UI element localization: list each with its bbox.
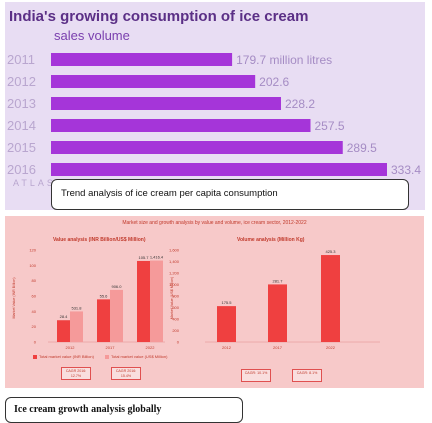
cagr-volume-box-2: CAGR: 8.1% [292,369,322,382]
volume-bar-2012 [217,306,236,342]
bar-2013 [51,97,281,110]
bar-2012 [51,75,256,88]
value-xtick-2017: 2017 [106,345,116,350]
bar-2015 [51,141,343,154]
volume-xtick-2017: 2017 [273,345,283,350]
atlas-watermark: ATLAS [13,178,56,188]
cagr-volume-box-1: CAGR: 10.1% [241,369,271,382]
legend-inr-label: Total market value (INR Billion) [39,354,94,359]
sales-volume-panel: India's growing consumption of ice cream… [5,2,425,210]
value-y2tick-1200: 1,200 [169,271,180,276]
usd-bar-2022 [150,260,163,342]
year-label-2016: 2016 [7,162,36,177]
value-ytick-0: 0 [34,340,37,345]
value-y2tick-800: 800 [172,294,179,299]
cagr-value-box-1: CAGR 2016: 12.7% [61,367,91,380]
volume-xtick-2012: 2012 [222,345,232,350]
value-y2label: Market Value (US$ Million) [170,277,174,319]
chart-title: India's growing consumption of ice cream [9,8,309,25]
usd-bar-2017 [110,289,123,342]
value-y2tick-1600: 1,600 [169,248,180,253]
year-label-2013: 2013 [7,96,36,111]
value-ytick-120: 120 [29,248,36,253]
sales-volume-bar-chart: 2011 179.7 million litres 2012 202.6 2013 228… [7,52,421,177]
value-label-2015: 289.5 [347,141,377,155]
value-ytick-100: 100 [29,263,36,268]
bar-2016 [51,163,387,176]
inr-value-2022: 105.7 [138,255,149,260]
legend-usd: Total market value (US$ Million) [105,354,167,359]
value-label-2011: 179.7 million litres [236,53,332,67]
growth-caption-box: Ice cream growth analysis globally [5,397,243,423]
value-xtick-2012: 2012 [66,345,76,350]
cagr-value-box-2: CAGR 2016: 15.4% [111,367,141,380]
value-label-2016: 333.4 [391,163,421,177]
inr-value-2017: 55.6 [100,293,109,298]
inr-bar-2022 [137,260,150,342]
market-analysis-charts: 0 20 40 60 80 100 120 0 200 400 600 800 1,000 1,200 1,… [12,248,380,350]
value-y2tick-400: 400 [172,317,179,322]
volume-analysis-title: Volume analysis (Million Kg) [237,237,305,243]
year-label-2015: 2015 [7,140,36,155]
year-label-2011: 2011 [7,52,35,67]
value-label-2014: 257.5 [315,119,345,133]
inr-value-2012: 28.4 [60,314,69,319]
bar-2011 [51,53,233,66]
volume-value-2017: 281.7 [272,278,283,283]
usd-value-2017: 906.0 [111,284,122,289]
value-analysis-title: Value analysis (INR Billion/US$ Million) [53,237,146,243]
value-ytick-20: 20 [32,324,37,329]
value-ytick-40: 40 [32,309,37,314]
chart-subtitle: sales volume [54,28,130,43]
value-y2tick-200: 200 [172,328,179,333]
usd-bar-2012 [70,311,83,342]
usd-value-2012: 531.8 [71,305,82,310]
trend-caption: Trend analysis of ice cream per capita c… [61,188,278,199]
trend-caption-box: Trend analysis of ice cream per capita c… [51,179,409,210]
market-analysis-header: Market size and growth analysis by value… [122,220,307,226]
legend-usd-label: Total market value (US$ Million) [111,354,168,359]
volume-xtick-2022: 2022 [326,345,336,350]
usd-value-2022: 1,416.4 [150,255,164,260]
value-xtick-2022: 2022 [146,345,156,350]
value-ytick-80: 80 [32,278,37,283]
year-label-2014: 2014 [7,118,36,133]
legend-inr-swatch [33,354,37,359]
bar-2014 [51,119,311,132]
value-ylabel: Market Value (INR Billion) [12,277,16,318]
volume-bar-2022 [321,255,340,342]
volume-value-2022: 425.3 [325,249,336,254]
value-y2tick-1400: 1,400 [169,259,180,264]
volume-bar-2017 [268,284,287,342]
inr-bar-2012 [57,320,70,342]
market-analysis-panel: 0 20 40 60 80 100 120 0 200 400 600 800 1,000 1,200 1,… [5,216,424,388]
value-y2tick-1000: 1,000 [169,282,180,287]
year-label-2012: 2012 [7,74,36,89]
legend-inr: Total market value (INR Billion) [33,354,94,359]
value-label-2012: 202.6 [259,75,289,89]
volume-value-2012: 175.5 [221,300,232,305]
legend-usd-swatch [105,354,109,359]
growth-caption: Ice cream growth analysis globally [14,404,162,415]
value-label-2013: 228.2 [285,97,315,111]
value-ytick-60: 60 [32,294,37,299]
value-y2tick-600: 600 [172,305,179,310]
inr-bar-2017 [97,299,110,342]
value-y2tick-0: 0 [177,340,180,345]
